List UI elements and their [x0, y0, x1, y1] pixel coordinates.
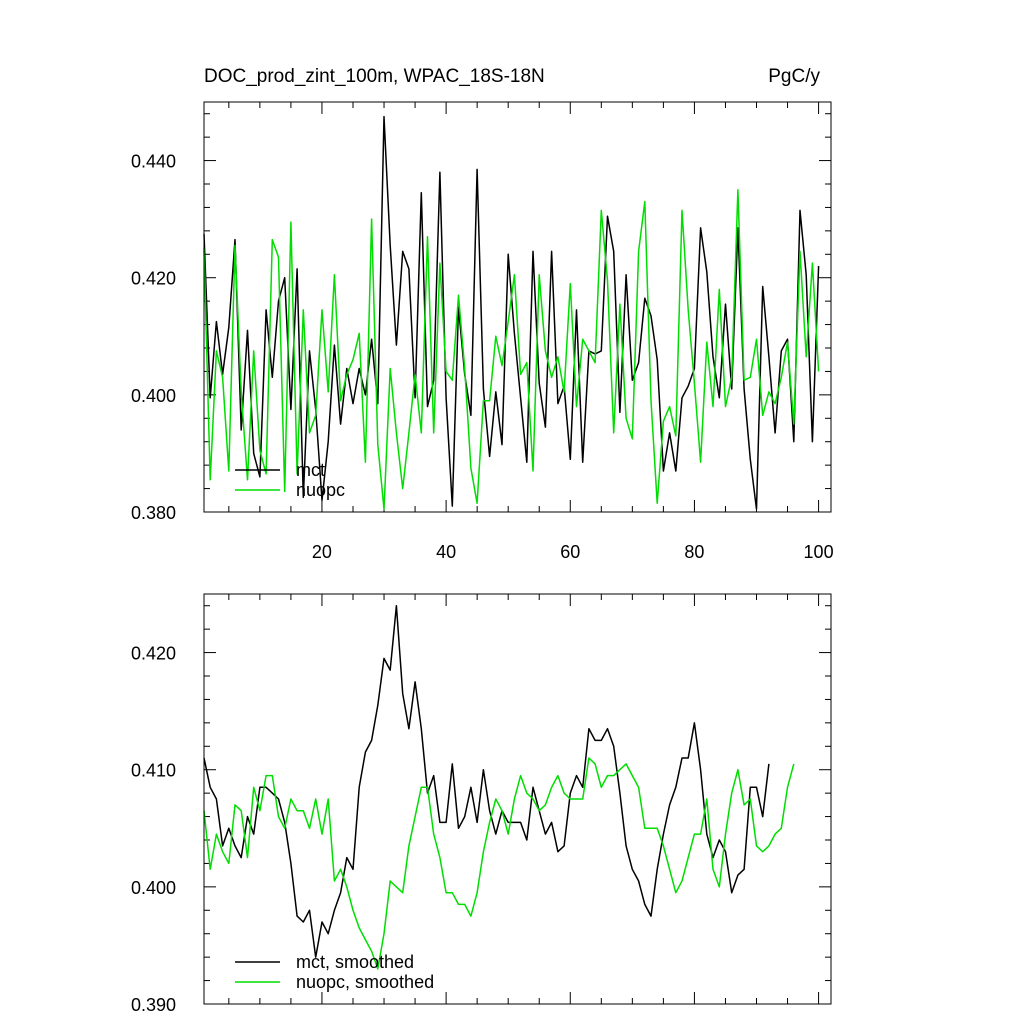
series-line-nuopc	[203, 189, 820, 510]
y-tick-label: 0.410	[131, 761, 176, 781]
x-tick-label: 40	[436, 542, 456, 562]
legend-label: mct	[296, 460, 325, 480]
plot-frame	[203, 593, 832, 1005]
y-tick-label: 0.380	[131, 503, 176, 523]
y-tick-label: 0.390	[131, 995, 176, 1015]
series-line-mct-smoothed	[203, 604, 770, 958]
series-lines	[203, 604, 795, 970]
x-tick-label: 60	[560, 542, 580, 562]
x-tick-label: 20	[312, 542, 332, 562]
top-panel: DOC_prod_zint_100m, WPAC_18S-18N PgC/y 2…	[131, 66, 834, 562]
chart-title: DOC_prod_zint_100m, WPAC_18S-18N	[204, 66, 545, 87]
legend-label: nuopc	[296, 480, 345, 500]
series-line-nuopc-smoothed	[203, 757, 795, 970]
y-tick-label: 0.440	[131, 152, 176, 172]
y-tick-label: 0.400	[131, 878, 176, 898]
series-lines	[203, 115, 820, 510]
legend-label: nuopc, smoothed	[296, 972, 434, 992]
axes-ticks: 20 40 60 80 100 0.380 0.400 0.420 0.440	[131, 102, 834, 562]
plot-frame	[203, 101, 832, 513]
x-tick-label: 80	[684, 542, 704, 562]
chart-units: PgC/y	[768, 66, 820, 87]
axes-ticks: 0.390 0.400 0.410 0.420	[131, 594, 831, 1015]
x-tick-label: 100	[804, 542, 834, 562]
y-tick-label: 0.420	[131, 269, 176, 289]
y-tick-label: 0.400	[131, 386, 176, 406]
bottom-panel: 0.390 0.400 0.410 0.420 mct, smoothednuopc,…	[131, 593, 832, 1015]
legend-label: mct, smoothed	[296, 952, 414, 972]
y-tick-label: 0.420	[131, 644, 176, 664]
